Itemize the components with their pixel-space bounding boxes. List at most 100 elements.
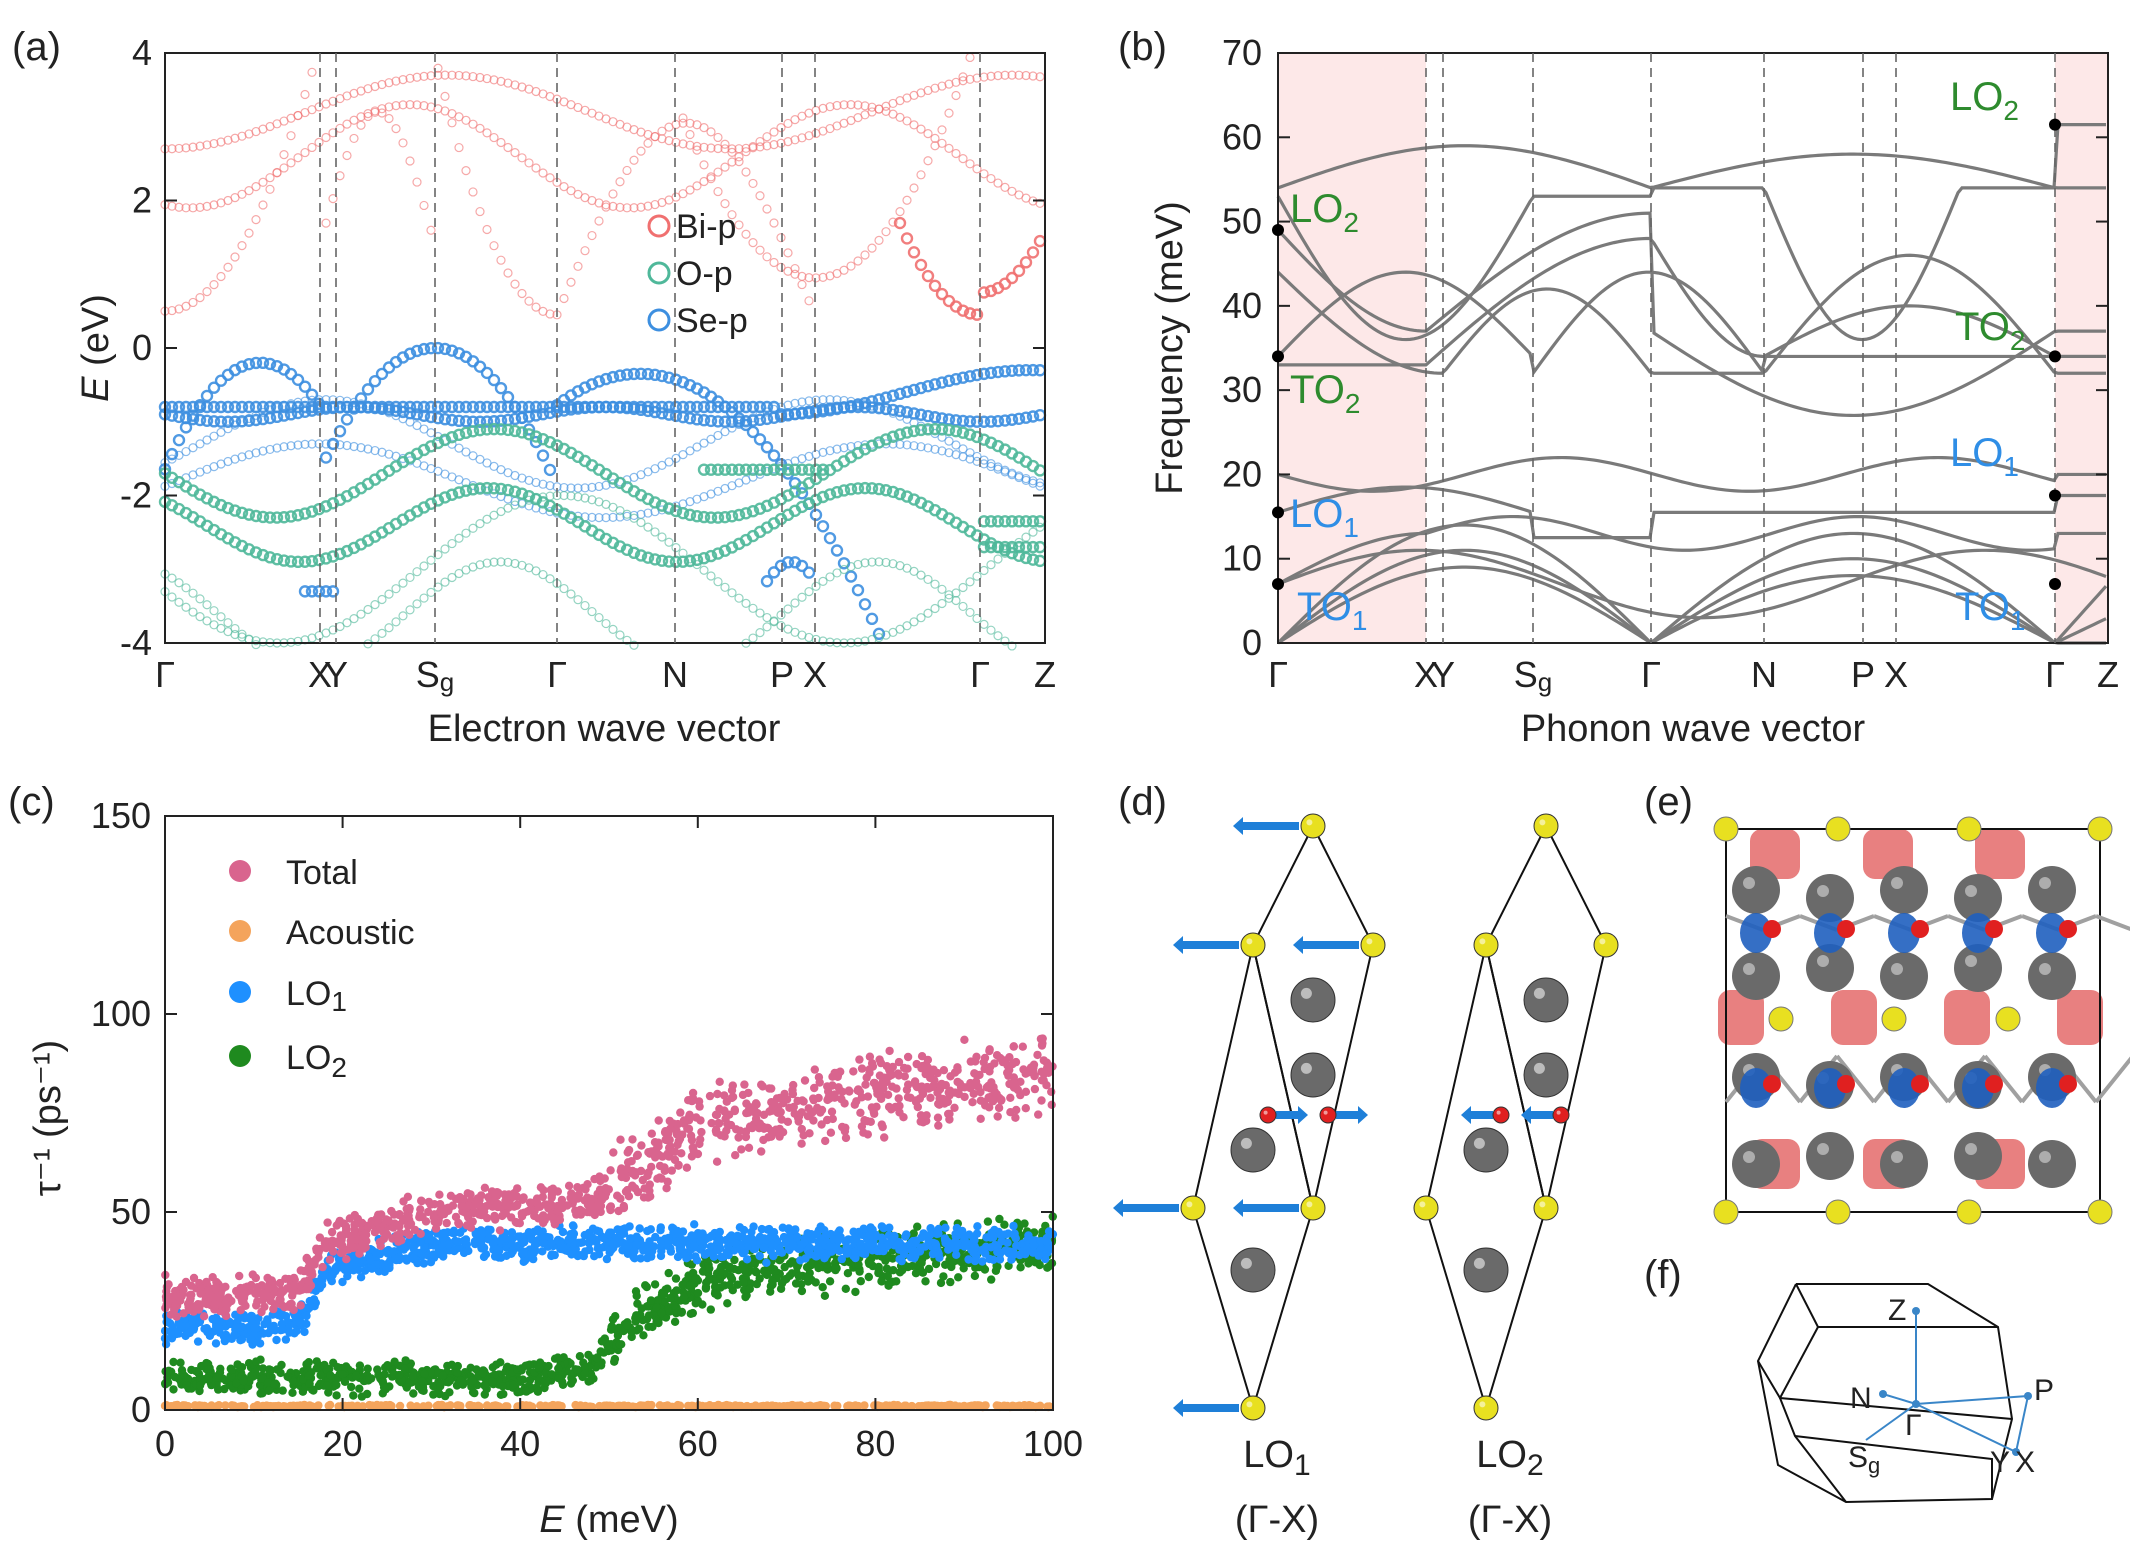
band-se-p: [963, 370, 977, 383]
y-tick-label: 60: [1222, 116, 1262, 157]
scatter-point-lo2: [946, 1277, 955, 1287]
band-se-p: [685, 446, 695, 456]
band-o-p: [909, 566, 919, 576]
scatter-point-total: [1047, 1100, 1056, 1110]
band-o-p: [174, 578, 184, 588]
band-se-p: [321, 439, 331, 449]
band-o-p: [783, 604, 793, 614]
scatter-point-acoustic: [536, 1401, 545, 1410]
scatter-point-lo1: [895, 1240, 904, 1249]
scatter-point-lo1: [356, 1273, 366, 1282]
scatter-point-total: [960, 1092, 969, 1102]
scatter-point-lo1: [646, 1225, 655, 1234]
band-o-p: [349, 614, 359, 624]
scatter-point-acoustic: [166, 1402, 175, 1411]
kpath-tick-label: Γ: [970, 654, 990, 695]
band-se-p: [508, 412, 522, 426]
mode-lo2-left-text: LO: [1290, 187, 1343, 231]
scatter-point-lo1: [609, 1239, 618, 1249]
scatter-point-total: [199, 1312, 209, 1321]
band-se-p: [671, 453, 681, 463]
band-se-p: [872, 401, 886, 415]
band-se-p: [921, 409, 935, 423]
band-o-p: [643, 522, 653, 532]
band-bi-p: [972, 73, 982, 83]
band-bi-p: [489, 241, 499, 251]
scatter-point-lo2: [646, 1296, 656, 1305]
band-bi-p: [902, 116, 912, 126]
band-bi-p: [895, 112, 905, 122]
band-bi-p: [776, 138, 786, 148]
band-se-p: [361, 383, 375, 396]
scatter-point-total: [946, 1072, 955, 1081]
band-bi-p: [279, 150, 289, 160]
band-se-p: [858, 598, 872, 611]
band-bi-p: [1012, 264, 1026, 278]
scatter-point-lo1: [1010, 1229, 1019, 1238]
scatter-point-lo2: [785, 1271, 794, 1281]
scatter-point-lo1: [902, 1230, 911, 1239]
scatter-point-total: [347, 1243, 357, 1253]
scatter-point-lo2: [704, 1275, 713, 1285]
y-tick-label: 70: [1222, 32, 1262, 73]
scatter-point-total: [808, 1107, 817, 1117]
band-se-p: [795, 407, 809, 420]
band-se-p: [809, 508, 823, 522]
band-o-p: [298, 555, 312, 568]
band-se-p: [342, 440, 352, 451]
band-se-p: [965, 448, 975, 458]
band-o-p: [956, 426, 970, 439]
band-se-p: [328, 439, 338, 449]
scatter-point-lo2: [379, 1383, 389, 1392]
band-se-p: [1012, 364, 1026, 377]
scatter-point-acoustic: [343, 1402, 352, 1411]
band-o-p: [972, 613, 982, 624]
band-bi-p: [1000, 182, 1010, 192]
scatter-point-lo2: [355, 1384, 364, 1393]
band-o-p: [214, 498, 228, 512]
band-bi-p: [984, 284, 998, 298]
scatter-point-lo1: [569, 1222, 578, 1231]
band-o-p: [818, 636, 828, 646]
band-bi-p: [664, 135, 674, 146]
band-bi-p: [935, 287, 949, 301]
band-bi-p: [923, 156, 933, 166]
band-se-p: [207, 381, 221, 394]
band-bi-p: [461, 166, 471, 176]
band-se-p: [914, 408, 928, 421]
band-o-p: [1012, 549, 1026, 562]
mode-to1-left: TO1: [1297, 585, 1367, 636]
scatter-point-lo2: [889, 1266, 898, 1275]
band-o-p: [242, 508, 256, 521]
band-o-p: [249, 509, 263, 523]
band-se-p: [319, 585, 333, 598]
scatter-point-lo2: [584, 1350, 593, 1360]
scatter-point-lo2: [637, 1304, 646, 1313]
band-o-p: [830, 486, 844, 499]
scatter-point-total: [235, 1271, 244, 1281]
scatter-point-total: [861, 1080, 870, 1089]
band-o-p: [256, 548, 270, 562]
band-o-p: [1005, 540, 1019, 554]
phonon-branch: [1276, 253, 2106, 375]
scatter-point-lo2: [911, 1269, 921, 1278]
band-o-p: [207, 495, 221, 509]
band-o-p: [440, 544, 450, 554]
band-o-p: [202, 616, 212, 626]
band-o-p: [704, 511, 718, 524]
band-bi-p: [545, 173, 555, 183]
kpath-tick-label: Γ: [547, 654, 567, 695]
scatter-point-lo2: [733, 1280, 742, 1289]
band-o-p: [977, 515, 991, 528]
kpath-tick-label: X: [1414, 654, 1438, 695]
scatter-point-total: [767, 1084, 776, 1093]
band-bi-p: [468, 119, 478, 129]
scatter-point-lo1: [755, 1251, 764, 1261]
scatter-point-lo1: [450, 1246, 459, 1256]
band-se-p: [620, 400, 634, 414]
scatter-point-lo2: [723, 1299, 732, 1308]
band-o-p: [466, 483, 480, 496]
band-bi-p: [496, 76, 506, 86]
band-se-p: [529, 435, 543, 449]
scatter-point-total: [744, 1143, 754, 1153]
